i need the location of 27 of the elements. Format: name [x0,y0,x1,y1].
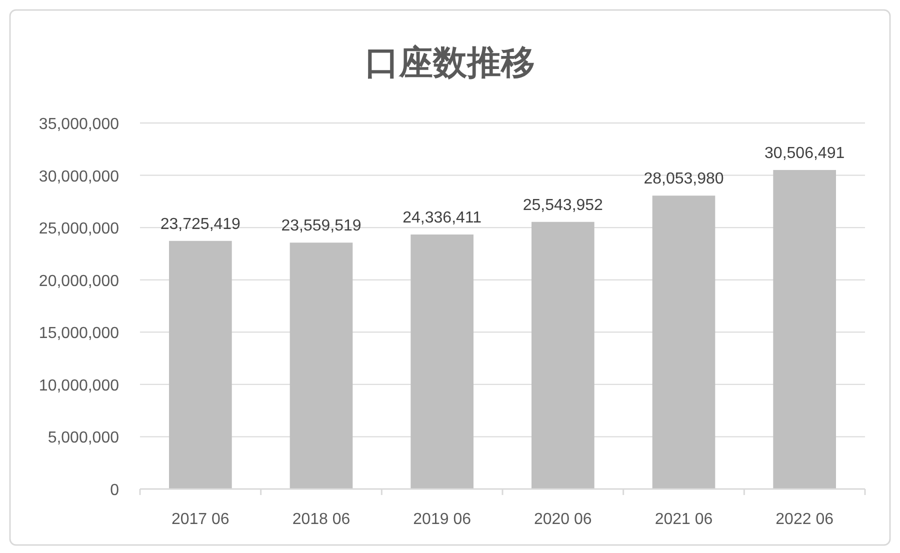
y-tick-label: 20,000,000 [38,272,120,290]
bar [290,242,353,489]
x-tick-label: 2018 06 [292,511,350,528]
y-tick-label: 0 [110,482,120,499]
bar [652,196,716,489]
data-label: 28,053,980 [644,170,724,188]
x-tick-label: 2019 06 [413,511,472,528]
y-tick-label: 35,000,000 [38,116,120,133]
y-tick-label: 5,000,000 [48,430,120,447]
data-label: 23,725,419 [160,216,241,233]
data-label: 25,543,952 [522,196,604,214]
y-tick-label: 25,000,000 [38,220,120,238]
y-tick-label: 15,000,000 [38,325,120,342]
bar [773,170,836,489]
y-tick-label: 30,000,000 [38,168,120,186]
x-tick-label: 2020 06 [534,511,592,528]
chart-title: 口座数推移 [365,44,535,82]
data-label: 30,506,491 [764,144,845,162]
x-tick-label: 2022 06 [776,511,834,528]
data-label: 23,559,519 [281,218,362,235]
bar [532,222,594,489]
y-tick-label: 10,000,000 [38,377,120,394]
x-tick-label: 2017 06 [171,511,230,528]
bar [169,240,232,489]
data-label: 24,336,411 [402,210,482,227]
x-tick-label: 2021 06 [654,511,713,528]
bar [410,234,474,489]
